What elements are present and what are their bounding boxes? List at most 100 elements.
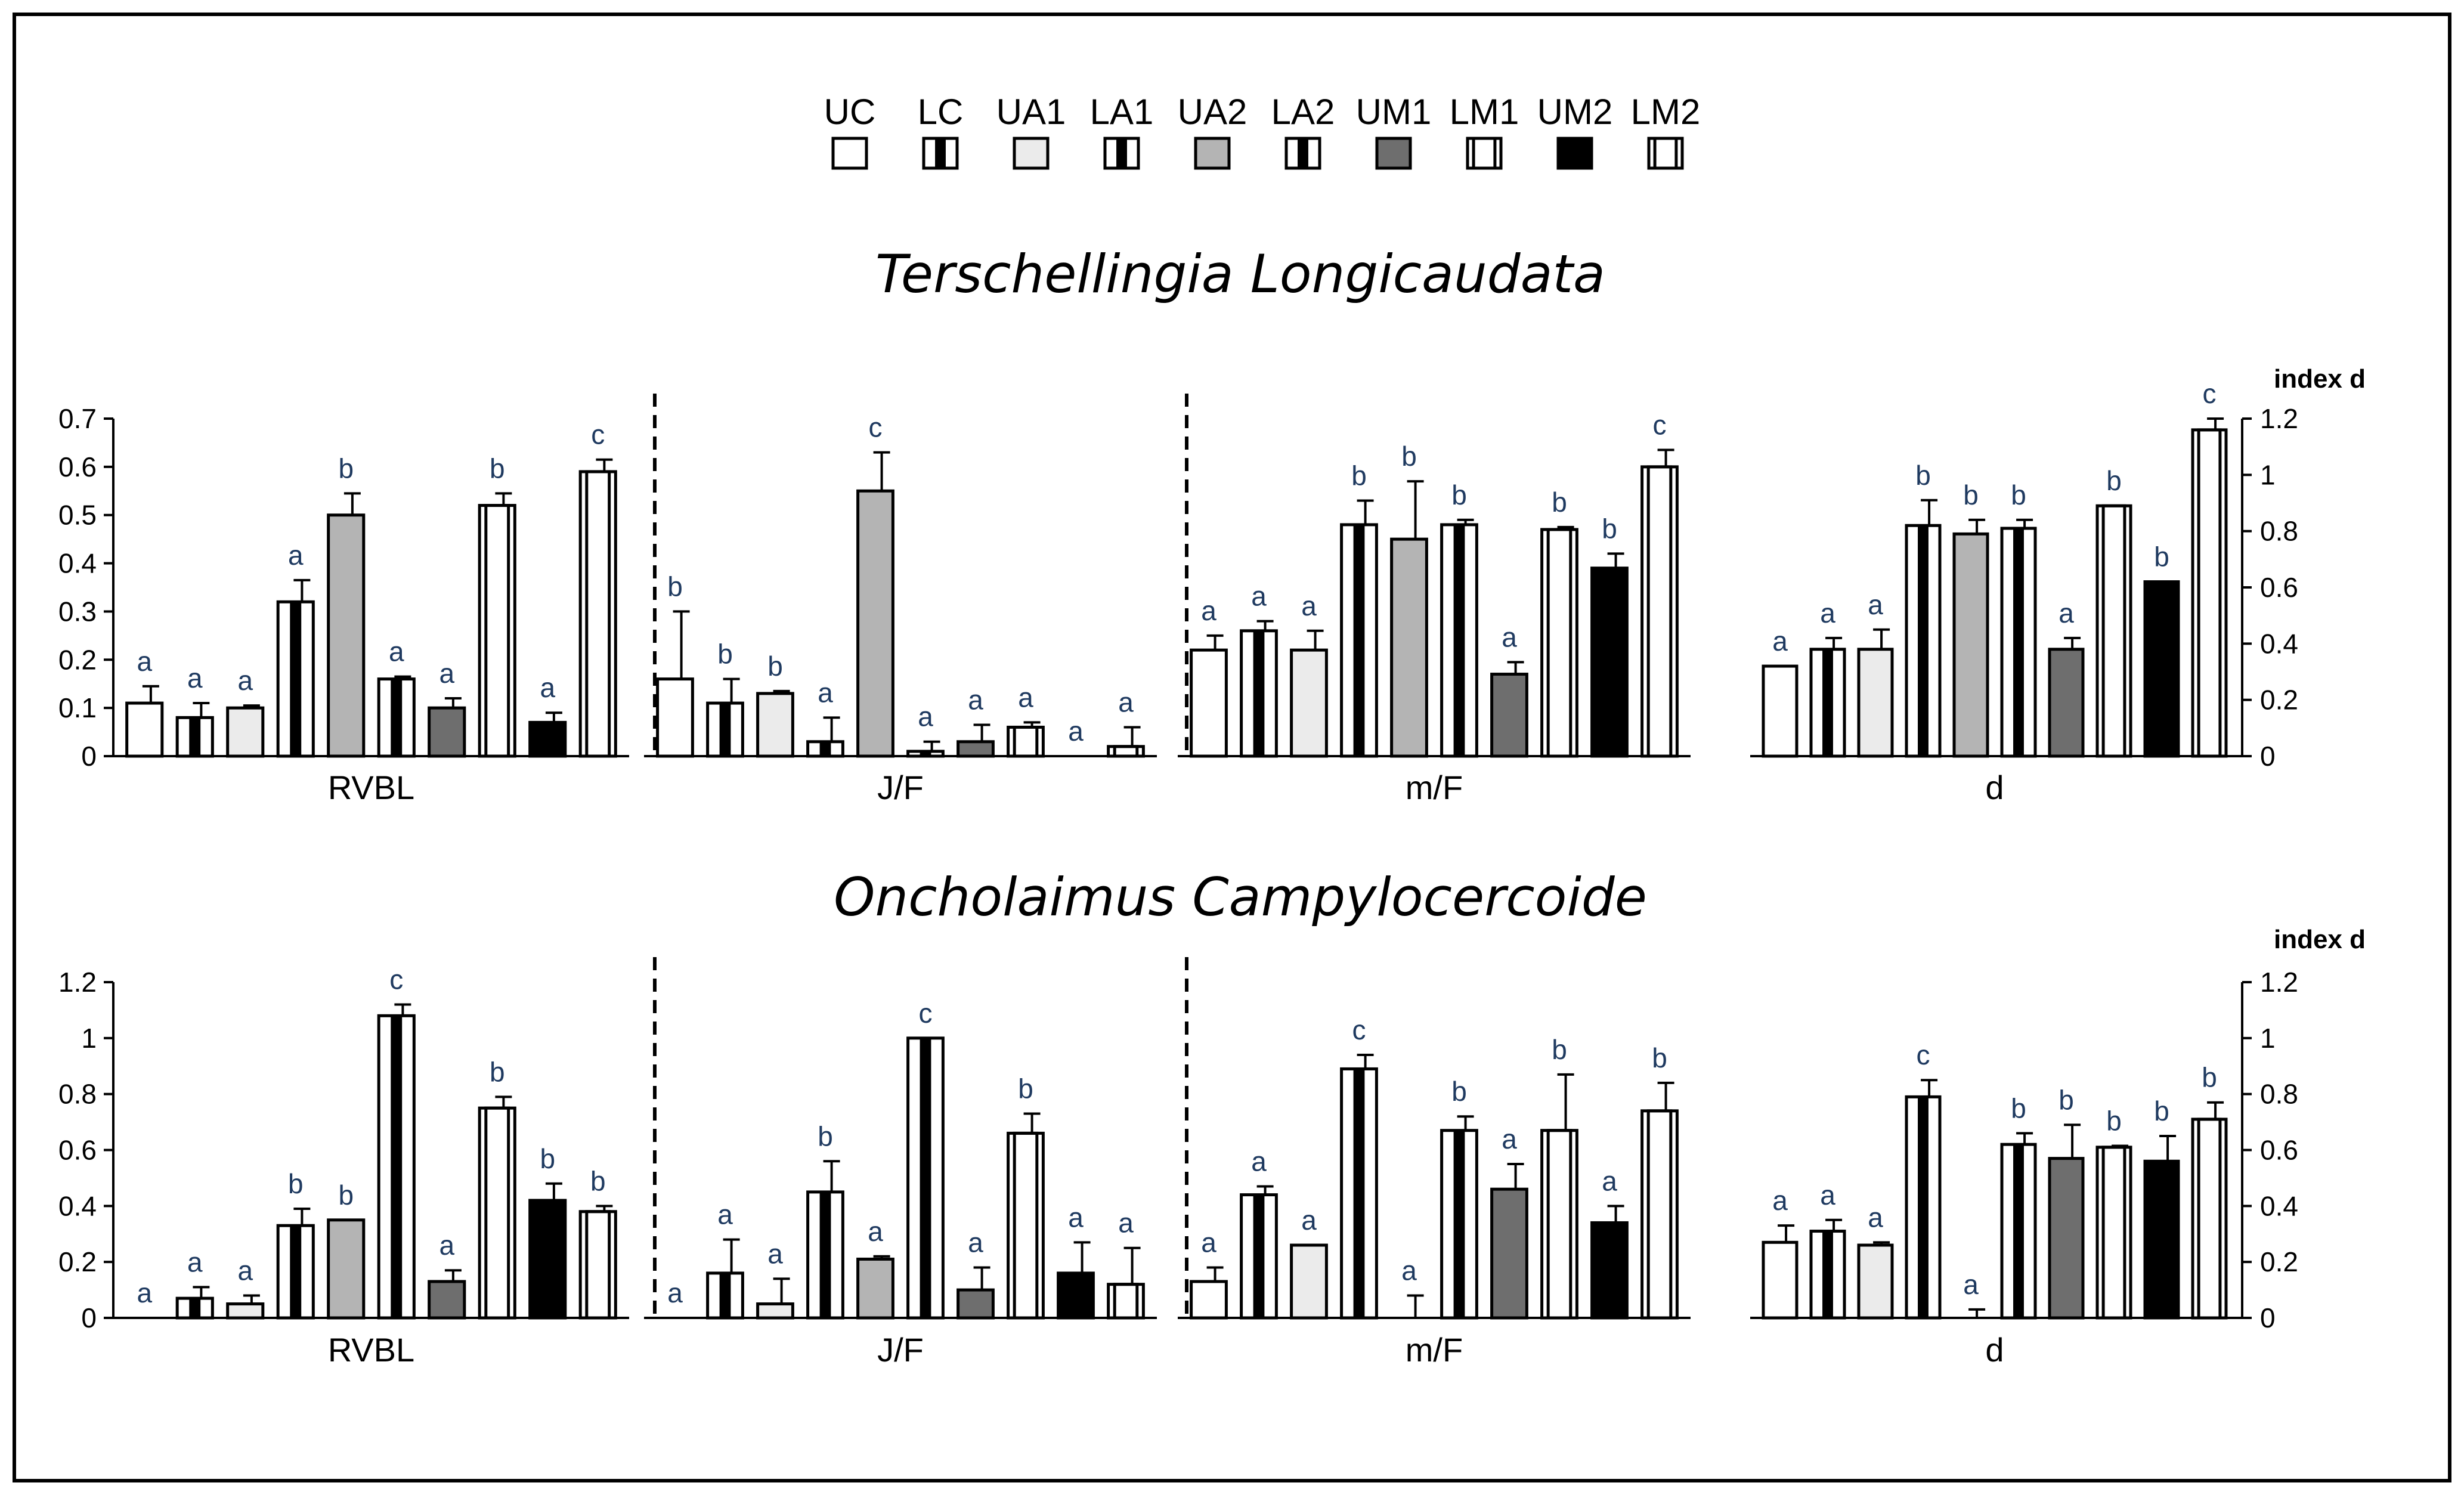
bar-j-f-um1: [956, 740, 995, 758]
left-tick-label: 0.6: [58, 1135, 97, 1166]
significance-letter: a: [818, 677, 833, 708]
bar-m-f-uc: [1190, 648, 1228, 758]
bar-m-f-um1: [1490, 673, 1528, 758]
significance-letter: b: [2202, 1062, 2217, 1093]
bar-j-f-lc: [706, 1271, 744, 1320]
legend-swatch-ua1: [1013, 137, 1050, 170]
right-axis-label: index d: [2274, 925, 2366, 954]
bar-d-lm2: [2191, 428, 2228, 758]
legend-label-um2: UM2: [1537, 92, 1613, 132]
legend-label-um1: UM1: [1356, 92, 1432, 132]
significance-letter: a: [1868, 589, 1883, 620]
significance-letter: b: [1552, 1034, 1567, 1065]
panel-title-oncholaimus: Oncholaimus Campylocercoide: [834, 866, 1647, 928]
right-tick-label: 0.2: [2260, 685, 2298, 716]
significance-letter: a: [439, 658, 454, 689]
group-label-j-f: J/F: [877, 769, 924, 806]
bar-j-f-ua2: [856, 1257, 894, 1320]
bar-j-f-ua1: [756, 692, 794, 758]
legend-swatch-um2: [1556, 137, 1593, 170]
significance-letter: c: [2203, 378, 2217, 409]
bar-m-f-ua2: [1390, 537, 1428, 758]
bar-d-lm1: [2095, 504, 2132, 758]
bar-m-f-um2: [1590, 1221, 1629, 1320]
significance-letter: a: [1068, 716, 1084, 747]
significance-letter: a: [918, 701, 933, 732]
group-rvbl: a a a a b a a b a c RVBL: [113, 419, 629, 806]
left-tick-label: 0: [81, 741, 97, 772]
significance-letter: a: [1201, 595, 1216, 626]
bar-rvbl-lm2: [578, 470, 617, 758]
bar-m-f-lc: [1240, 629, 1278, 758]
left-tick-label: 1.2: [58, 967, 97, 998]
legend-swatch-um1: [1375, 137, 1412, 170]
bar-j-f-lm1: [1007, 1131, 1045, 1320]
legend-swatch-lm1: [1466, 137, 1503, 170]
left-tick-label: 0.4: [58, 1190, 97, 1221]
significance-letter: b: [1552, 487, 1567, 518]
significance-letter: c: [1352, 1014, 1366, 1045]
significance-letter: c: [591, 419, 605, 450]
right-tick-label: 1.2: [2260, 403, 2298, 434]
bar-j-f-la2: [906, 1036, 945, 1320]
bar-j-f-um2: [1057, 1271, 1095, 1320]
significance-letter: a: [717, 1199, 733, 1230]
significance-letter: b: [288, 1168, 304, 1199]
bar-j-f-um1: [956, 1288, 995, 1320]
group-m-f: a a a b b b a b b c m/F: [1178, 410, 1691, 806]
bar-j-f-lm1: [1007, 725, 1045, 758]
left-tick-label: 1: [81, 1023, 97, 1054]
bar-rvbl-ua2: [327, 513, 366, 758]
right-tick-label: 0: [2260, 741, 2276, 772]
significance-letter: a: [1602, 1165, 1617, 1196]
significance-letter: b: [2011, 479, 2026, 510]
significance-letter: b: [1652, 1042, 1667, 1073]
significance-letter: b: [818, 1121, 833, 1152]
bar-m-f-lm1: [1540, 1129, 1578, 1320]
significance-letter: b: [767, 651, 783, 682]
significance-letter: a: [1772, 1185, 1788, 1216]
legend-label-ua1: UA1: [996, 92, 1066, 132]
significance-letter: b: [667, 571, 683, 602]
significance-letter: a: [389, 636, 404, 667]
significance-letter: b: [1451, 1076, 1467, 1107]
right-tick-label: 1: [2260, 1023, 2276, 1054]
bar-rvbl-ua2: [327, 1218, 366, 1320]
significance-letter: a: [1251, 581, 1267, 612]
bar-j-f-lm2: [1107, 1283, 1145, 1320]
group-d: a a a b b b a b b c d: [1750, 378, 2242, 806]
significance-letter: b: [2011, 1092, 2026, 1123]
significance-letter: a: [237, 665, 253, 696]
bar-rvbl-lm1: [478, 504, 516, 758]
significance-letter: a: [1963, 1269, 1979, 1300]
panel-title-terschellingia: Terschellingia Longicaudata: [875, 243, 1605, 305]
significance-letter: a: [968, 684, 983, 715]
bar-j-f-la2: [906, 750, 945, 758]
right-tick-label: 0.8: [2260, 1079, 2298, 1110]
right-tick-label: 0.2: [2260, 1246, 2298, 1277]
bar-d-um2: [2143, 580, 2180, 758]
significance-letter: a: [1502, 1123, 1517, 1154]
significance-letter: a: [187, 663, 203, 694]
significance-letter: a: [1251, 1146, 1267, 1177]
significance-letter: a: [439, 1230, 454, 1261]
bar-rvbl-um2: [528, 720, 567, 758]
significance-letter: a: [1401, 1255, 1417, 1286]
bar-rvbl-ua1: [226, 1302, 265, 1320]
significance-letter: a: [137, 646, 152, 677]
group-label-m-f: m/F: [1406, 769, 1463, 806]
bar-d-la2: [2000, 1143, 2037, 1320]
bar-d-uc: [1762, 664, 1799, 758]
bar-d-lc: [1809, 1230, 1846, 1320]
significance-letter: b: [2154, 541, 2169, 572]
significance-letter: c: [919, 998, 933, 1029]
bar-rvbl-lc: [175, 1296, 214, 1320]
significance-letter: a: [1868, 1202, 1883, 1233]
left-tick-label: 0.4: [58, 548, 97, 579]
bar-rvbl-uc: [125, 701, 164, 758]
bar-j-f-lc: [706, 701, 744, 758]
bar-m-f-la2: [1440, 523, 1478, 758]
left-tick-label: 0: [81, 1302, 97, 1333]
bar-m-f-lm2: [1640, 1109, 1679, 1320]
